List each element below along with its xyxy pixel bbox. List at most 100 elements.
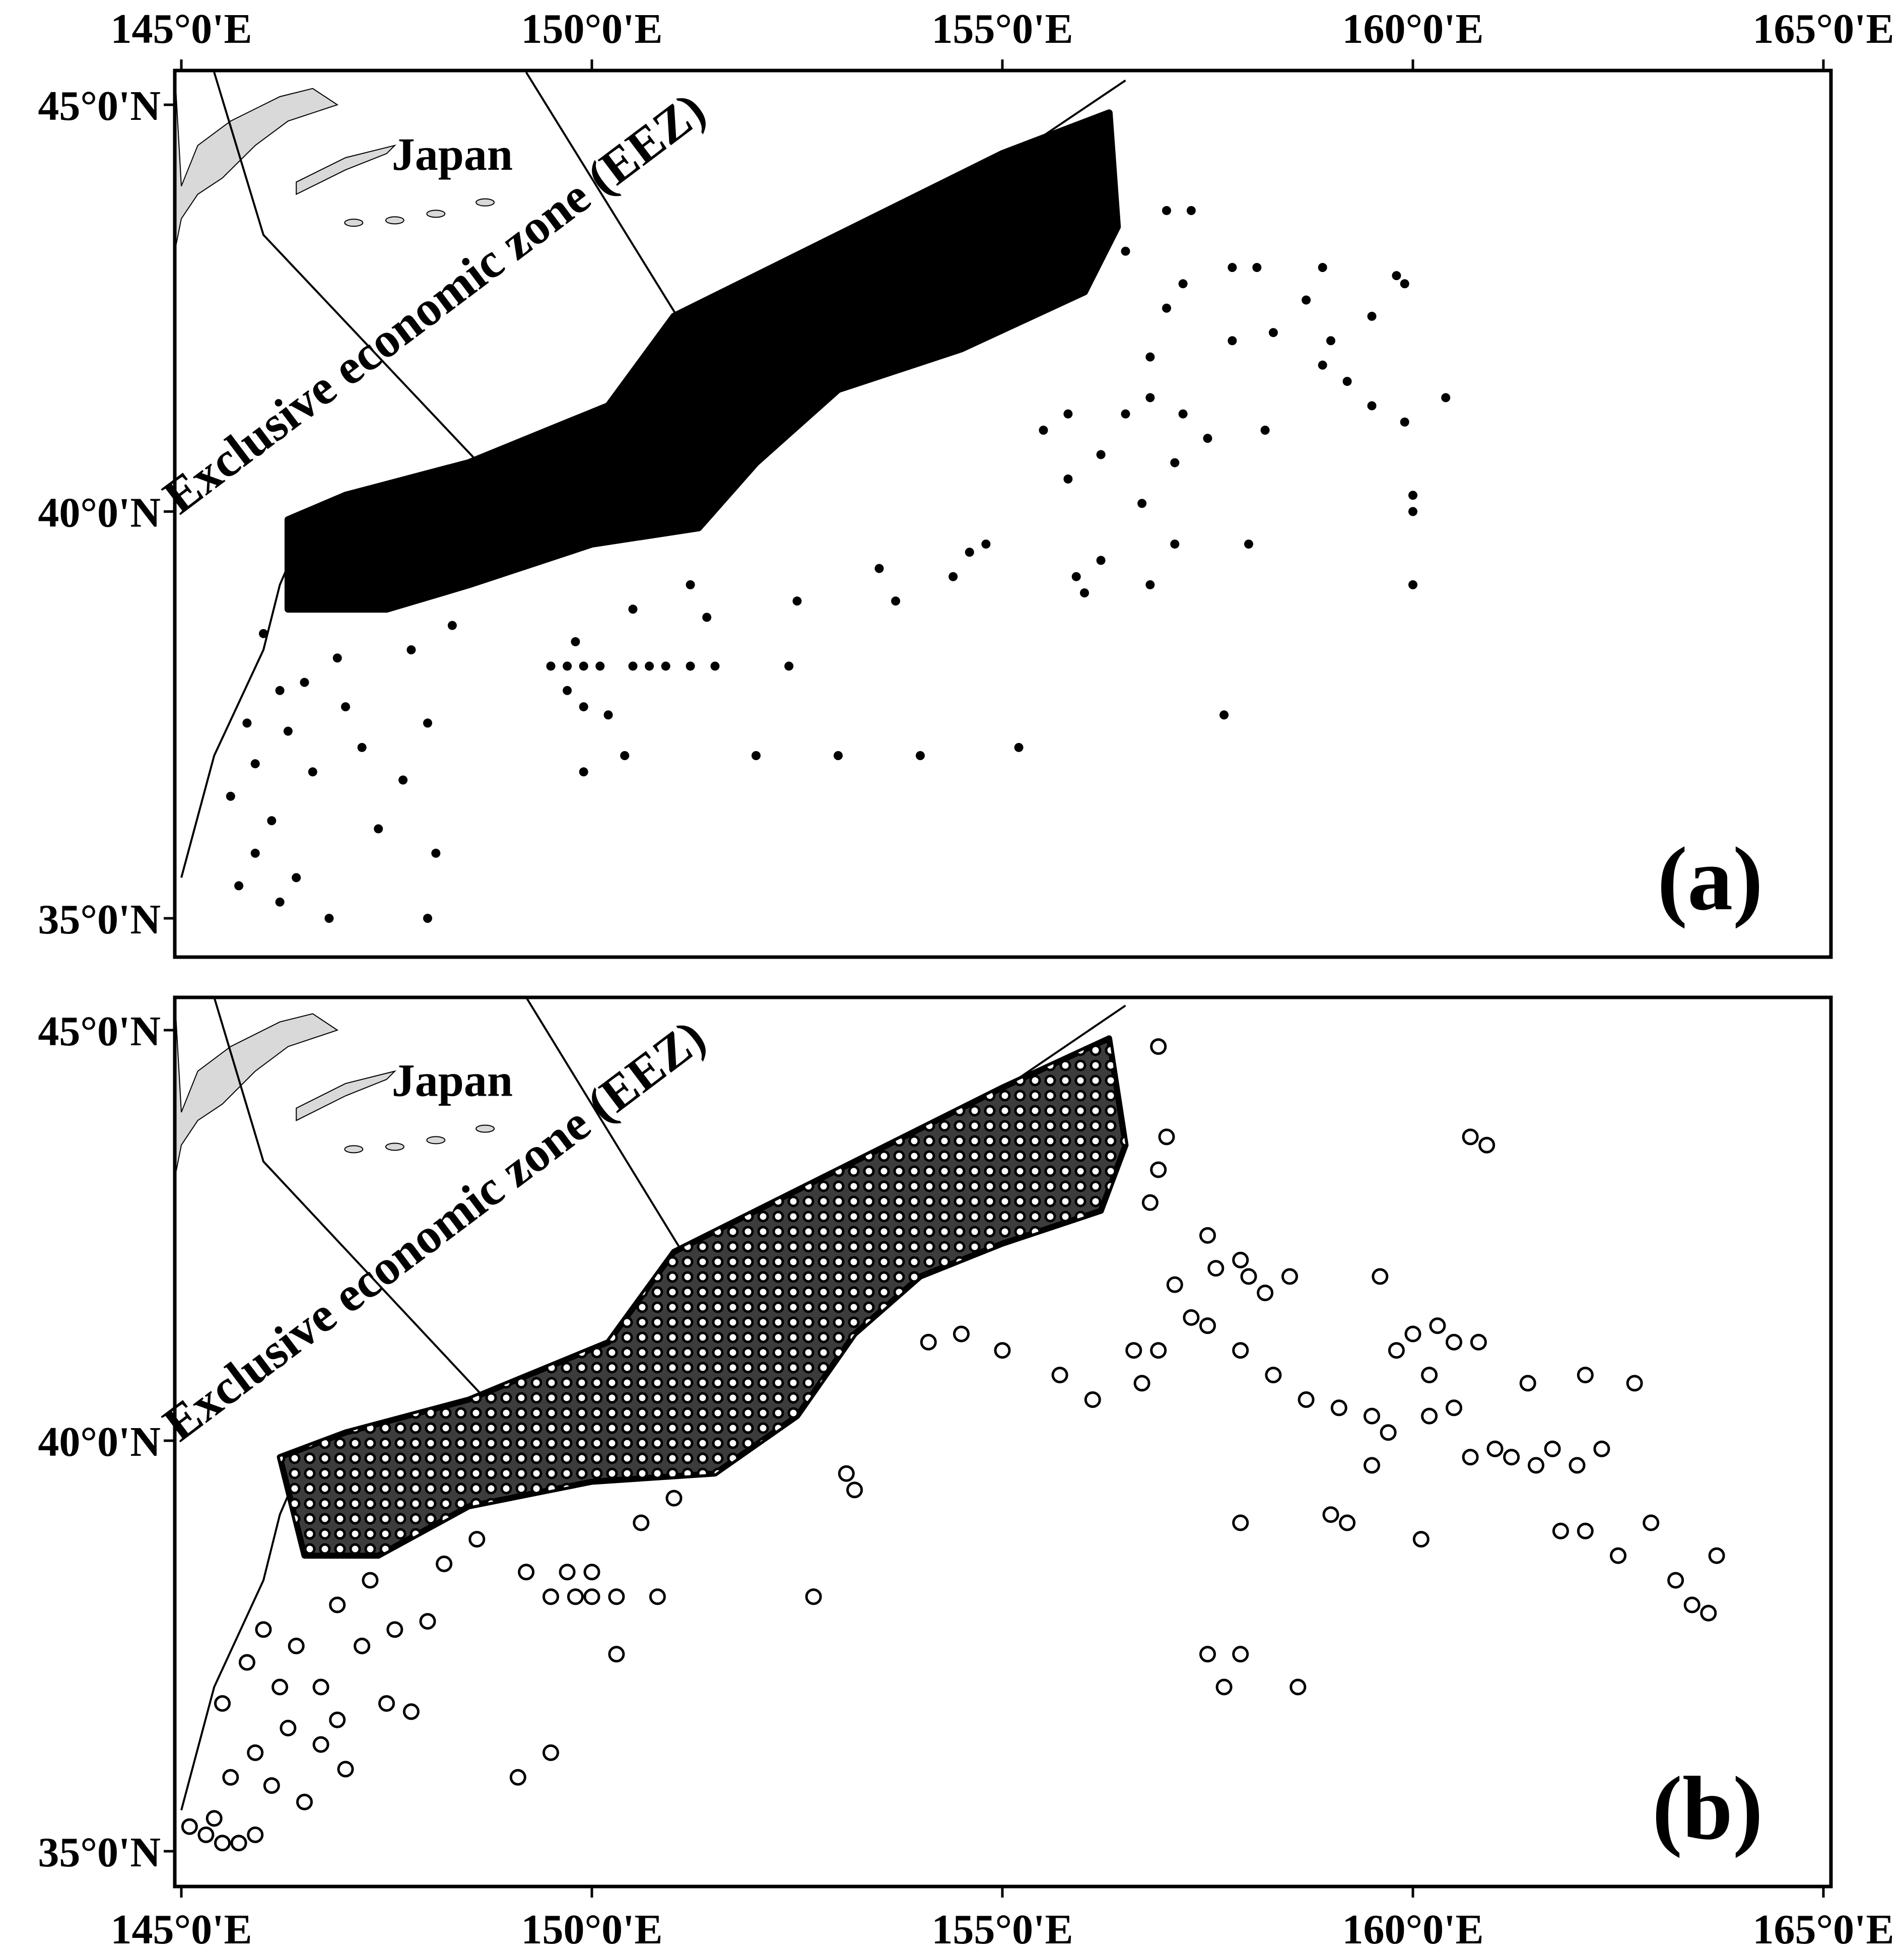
catch-point <box>1232 1514 1249 1531</box>
catch-point <box>1240 1268 1257 1285</box>
catch-point <box>308 767 317 777</box>
latitude-tick-label: 45°0'N <box>38 1008 161 1055</box>
catch-point <box>559 1564 576 1581</box>
boundary-line <box>213 997 503 1417</box>
catch-point <box>563 686 572 695</box>
japan-land <box>175 71 338 251</box>
panel-label: (b) <box>1652 1758 1763 1858</box>
catch-point <box>608 1646 625 1663</box>
latitude-tick-label: 40°0'N <box>38 1419 161 1465</box>
catch-point <box>1162 303 1171 313</box>
catch-point <box>1610 1547 1626 1564</box>
islet <box>426 1136 446 1144</box>
longitude-tick-label: 160°0'E <box>1342 1906 1484 1953</box>
catch-point <box>645 661 654 671</box>
catch-point <box>275 686 285 695</box>
catch-point <box>357 743 367 752</box>
catch-point <box>1470 1333 1487 1351</box>
catch-point <box>398 775 408 785</box>
catch-point <box>1446 1399 1462 1417</box>
catch-point <box>1400 279 1409 289</box>
catch-point <box>874 564 884 573</box>
kuril-island <box>296 144 397 195</box>
catch-point <box>1298 1391 1315 1408</box>
catch-point <box>402 1703 420 1720</box>
catch-point <box>1125 1342 1142 1359</box>
catch-point <box>579 661 588 671</box>
catch-point <box>1063 409 1073 419</box>
catch-point <box>1170 540 1180 549</box>
catch-point <box>1219 710 1229 720</box>
catch-point <box>583 1588 600 1605</box>
catch-point <box>1367 311 1377 321</box>
boundary-line <box>525 997 684 1253</box>
catch-point <box>1408 491 1417 500</box>
islet <box>475 198 495 207</box>
catch-point <box>1593 1440 1610 1457</box>
catch-point <box>1039 426 1048 435</box>
catch-point <box>1244 540 1253 549</box>
catch-point <box>354 1638 371 1654</box>
catch-point <box>447 621 457 630</box>
map-area <box>175 71 1451 923</box>
catch-point <box>1400 417 1409 427</box>
longitude-tick-label: 160°0'E <box>1342 6 1484 52</box>
catch-point <box>1137 499 1147 508</box>
catch-point <box>1162 206 1171 215</box>
catch-point <box>1199 1646 1216 1663</box>
catch-point <box>948 572 958 581</box>
catch-point <box>633 1514 650 1531</box>
catch-point <box>661 661 670 671</box>
catch-point <box>846 1481 863 1499</box>
catch-point <box>1429 1317 1446 1334</box>
catch-point <box>250 848 260 858</box>
catch-point <box>1183 1309 1200 1326</box>
catch-point <box>567 1588 584 1605</box>
japan-label: Japan <box>392 1054 513 1106</box>
catch-point <box>1318 263 1327 272</box>
catch-point <box>275 897 285 907</box>
catch-point <box>1096 450 1106 459</box>
catch-point <box>1133 1375 1150 1392</box>
bottom-longitude-tick-labels: 145°0'E 150°0'E 155°0'E 160°0'E 165°0'E <box>111 1906 1894 1953</box>
catch-point <box>1367 401 1377 411</box>
catch-point <box>1408 507 1417 516</box>
catch-point <box>1158 1128 1175 1146</box>
catch-point <box>1232 1646 1249 1663</box>
catch-point <box>222 1769 239 1786</box>
catch-point <box>1051 1367 1068 1384</box>
catch-point <box>226 791 235 801</box>
catch-point <box>686 661 695 671</box>
catch-point <box>784 661 794 671</box>
catch-point <box>1339 1514 1356 1531</box>
catch-point <box>834 751 843 760</box>
catch-point <box>1412 1531 1430 1548</box>
catch-point <box>1178 409 1188 419</box>
catch-point <box>1268 328 1278 338</box>
kuril-island <box>296 1070 397 1121</box>
catch-point <box>1667 1572 1684 1589</box>
catch-point <box>1257 1285 1274 1302</box>
catch-point <box>1478 1136 1495 1154</box>
catch-point <box>197 1826 215 1843</box>
catch-point <box>1322 1506 1339 1523</box>
longitude-tick-label: 150°0'E <box>521 1906 663 1953</box>
catch-point <box>1096 556 1106 565</box>
catch-point <box>571 637 580 646</box>
catch-point <box>1071 572 1081 581</box>
catch-point <box>579 767 588 777</box>
catch-point <box>1577 1522 1594 1539</box>
catch-point <box>1643 1514 1660 1531</box>
catch-point <box>406 645 416 655</box>
catch-point <box>583 1564 600 1581</box>
catch-point <box>595 661 605 671</box>
catch-point <box>362 1572 379 1589</box>
catch-point <box>608 1588 625 1605</box>
catch-point <box>312 1678 329 1696</box>
catch-point <box>250 759 260 769</box>
catch-point <box>665 1490 683 1507</box>
catch-point <box>230 1835 247 1852</box>
catch-point <box>1380 1424 1397 1441</box>
